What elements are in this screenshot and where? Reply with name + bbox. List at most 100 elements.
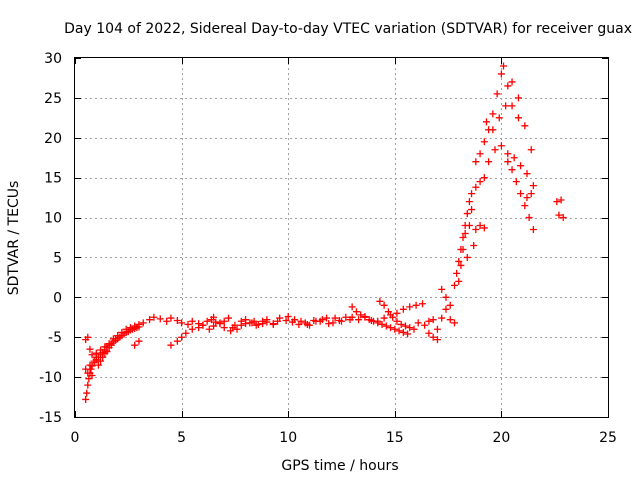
data-point xyxy=(512,178,520,186)
grid-lines xyxy=(75,58,608,417)
data-point xyxy=(414,319,422,327)
data-point xyxy=(109,335,117,343)
data-point xyxy=(84,369,92,377)
series-arc-5 xyxy=(284,312,354,328)
data-point xyxy=(335,316,343,324)
data-point xyxy=(352,308,360,316)
data-point xyxy=(450,281,458,289)
data-point xyxy=(476,222,484,230)
data-point xyxy=(523,194,531,202)
data-point xyxy=(86,345,94,353)
data-point xyxy=(297,317,305,325)
data-point xyxy=(205,325,213,333)
data-point xyxy=(504,158,512,166)
data-point xyxy=(88,351,96,359)
data-point xyxy=(495,114,503,122)
data-point xyxy=(184,320,192,328)
data-point xyxy=(269,320,277,328)
data-point xyxy=(220,317,228,325)
data-point xyxy=(361,312,369,320)
data-point xyxy=(395,327,403,335)
data-point xyxy=(514,114,522,122)
data-point xyxy=(178,319,186,327)
data-point xyxy=(378,320,386,328)
data-point xyxy=(476,150,484,158)
plot-frame xyxy=(74,57,609,418)
series-arc-1c xyxy=(82,320,143,359)
data-point xyxy=(489,126,497,134)
series-arc-8 xyxy=(376,297,441,344)
data-point xyxy=(131,322,139,330)
data-point xyxy=(97,357,105,365)
series-arc-9 xyxy=(425,305,458,333)
data-point xyxy=(425,317,433,325)
data-point xyxy=(425,329,433,337)
data-point xyxy=(493,90,501,98)
data-point xyxy=(323,314,331,322)
x-tick-label: 20 xyxy=(492,430,510,446)
y-tick-label: 0 xyxy=(53,290,62,306)
data-point xyxy=(410,325,418,333)
data-point xyxy=(212,318,220,326)
data-point xyxy=(472,226,480,234)
data-point xyxy=(442,305,450,313)
data-point xyxy=(135,337,143,345)
data-point xyxy=(553,198,561,206)
data-point xyxy=(521,122,529,130)
data-point xyxy=(173,316,181,324)
data-point xyxy=(468,190,476,198)
data-point xyxy=(480,174,488,182)
data-point xyxy=(90,357,98,365)
data-point xyxy=(291,316,299,324)
data-point xyxy=(374,317,382,325)
data-point xyxy=(316,317,324,325)
data-point xyxy=(455,277,463,285)
data-point xyxy=(156,315,164,323)
series-peak-arc-2 xyxy=(482,78,535,154)
data-point xyxy=(529,226,537,234)
data-point xyxy=(210,313,218,321)
data-point xyxy=(508,78,516,86)
series-low-arc-early xyxy=(82,323,143,403)
data-point xyxy=(303,320,311,328)
data-point xyxy=(126,324,134,332)
y-tick-label: 20 xyxy=(44,131,62,147)
data-point xyxy=(329,319,337,327)
series-decay-arc xyxy=(485,142,537,202)
data-point xyxy=(384,308,392,316)
data-point xyxy=(502,102,510,110)
data-point xyxy=(348,303,356,311)
data-point xyxy=(557,196,565,204)
data-point xyxy=(465,222,473,230)
data-point xyxy=(521,202,529,210)
y-tick-label: -5 xyxy=(48,330,62,346)
data-point xyxy=(225,314,233,322)
data-point xyxy=(376,297,384,305)
data-point xyxy=(525,214,533,222)
data-point xyxy=(86,361,94,369)
data-point xyxy=(429,316,437,324)
data-point xyxy=(237,321,245,329)
data-point xyxy=(514,94,522,102)
data-point xyxy=(465,198,473,206)
y-tick-label: -10 xyxy=(39,370,62,386)
series-late-points xyxy=(553,196,567,222)
data-point xyxy=(84,381,92,389)
data-point xyxy=(92,349,100,357)
data-point xyxy=(357,311,365,319)
data-point xyxy=(199,321,207,329)
data-point xyxy=(254,320,262,328)
data-point xyxy=(433,325,441,333)
data-point xyxy=(508,102,516,110)
data-point xyxy=(103,348,111,356)
data-point xyxy=(399,305,407,313)
data-point xyxy=(397,320,405,328)
data-point xyxy=(438,314,446,322)
data-point xyxy=(101,343,109,351)
data-point xyxy=(88,372,96,380)
x-tick-label: 15 xyxy=(386,430,404,446)
data-point xyxy=(463,210,471,218)
series-decay-arc-2 xyxy=(504,158,537,234)
series-storm-rise xyxy=(438,174,488,309)
data-point xyxy=(382,322,390,330)
